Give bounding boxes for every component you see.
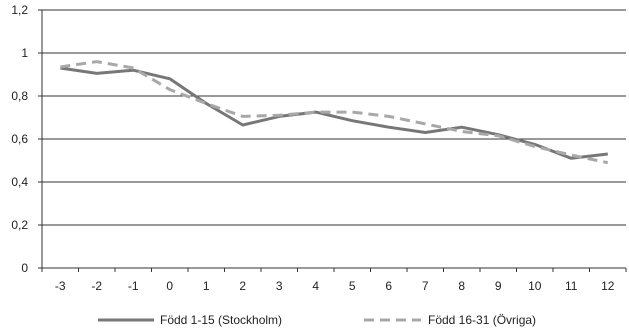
- x-tick-label: 10: [528, 279, 542, 293]
- y-tick-label: 0,8: [11, 89, 28, 103]
- y-tick-label: 0,4: [11, 175, 28, 189]
- y-tick-label: 0,6: [11, 132, 28, 146]
- x-tick-label: -1: [128, 279, 139, 293]
- legend-label-stockholm: Född 1-15 (Stockholm): [160, 313, 282, 327]
- x-tick-label: 7: [422, 279, 429, 293]
- gridlines: [38, 9, 626, 269]
- y-tick-label: 1,2: [11, 3, 28, 17]
- y-tick-label: 0: [21, 261, 28, 275]
- x-tick-label: 5: [349, 279, 356, 293]
- x-tick-label: 2: [239, 279, 246, 293]
- series-line-1: [60, 60, 609, 165]
- series-line-0: [60, 66, 608, 160]
- y-tick-labels: 0 0,2 0,4 0,6 0,8 1 1,2: [11, 3, 28, 275]
- legend: Född 1-15 (Stockholm) Född 16-31 (Övriga…: [98, 313, 536, 327]
- x-tick-label: 12: [601, 279, 615, 293]
- x-tick-label: 11: [565, 279, 578, 293]
- axes: [41, 10, 627, 272]
- x-tick-label: -2: [91, 279, 102, 293]
- x-tick-label: 9: [495, 279, 502, 293]
- x-tick-label: 1: [203, 279, 210, 293]
- series-lines: [60, 60, 609, 165]
- x-tick-label: 3: [276, 279, 283, 293]
- y-tick-label: 0,2: [11, 218, 28, 232]
- x-tick-labels: -3 -2 -1 0 1 2 3 4 5 6 7 8 9 10 11 12: [55, 279, 615, 293]
- legend-label-ovriga: Född 16-31 (Övriga): [428, 313, 536, 327]
- x-tick-label: 8: [458, 279, 465, 293]
- x-tick-label: 0: [166, 279, 173, 293]
- x-tick-label: -3: [55, 279, 66, 293]
- x-tick-label: 4: [312, 279, 319, 293]
- x-tick-label: 6: [385, 279, 392, 293]
- y-tick-label: 1: [21, 46, 28, 60]
